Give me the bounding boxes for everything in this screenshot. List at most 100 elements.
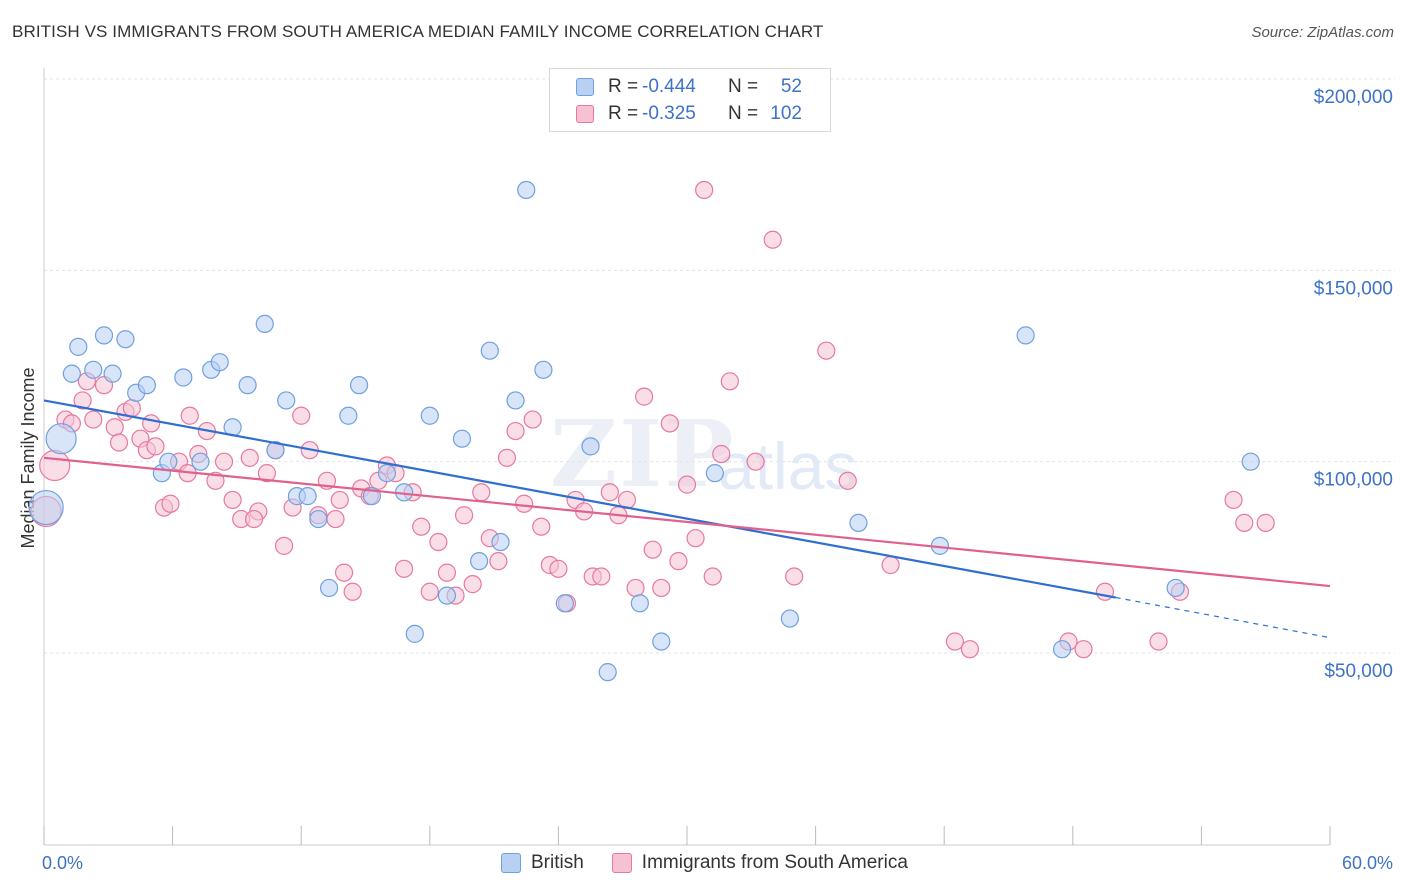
- sa-point-85: [881, 555, 900, 575]
- british-point-45: [705, 464, 724, 483]
- british-point-35: [480, 341, 499, 360]
- british-point-33: [452, 429, 472, 448]
- british-point-41: [581, 437, 600, 456]
- y-tick-label-1: $100,000: [1314, 470, 1393, 491]
- british-point-26: [349, 376, 369, 395]
- sa-point-35: [343, 582, 362, 601]
- sa-point-93: [1224, 490, 1243, 510]
- sa-r-label: R =: [608, 103, 639, 124]
- correlation-legend: R = -0.444 N = 52 R = -0.325 N = 102: [549, 68, 831, 132]
- british-point-1: [45, 423, 77, 455]
- sa-point-34: [334, 563, 354, 582]
- british-point-37: [506, 391, 525, 410]
- sa-point-73: [669, 552, 688, 571]
- x-tick-label-max: 60.0%: [1342, 853, 1393, 873]
- series-legend: British Immigrants from South America: [501, 852, 936, 874]
- british-n-label: N =: [728, 76, 759, 97]
- sa-point-9: [122, 398, 141, 418]
- sa-point-45: [429, 532, 448, 552]
- sa-point-79: [720, 372, 739, 391]
- sa-point-7: [105, 418, 124, 437]
- sa-point-80: [746, 452, 765, 471]
- sa-point-20: [214, 452, 234, 471]
- sa-point-29: [292, 406, 311, 425]
- y-tick-label-2: $150,000: [1314, 278, 1393, 299]
- sa-trend-line: [43, 456, 1331, 588]
- sa-point-23: [240, 448, 259, 467]
- sa-point-97: [109, 433, 129, 452]
- sa-point-19: [206, 471, 225, 490]
- sa-point-64: [592, 567, 611, 586]
- british-point-24: [319, 578, 339, 598]
- y-tick-label-3: $200,000: [1314, 87, 1393, 108]
- sa-legend-swatch: [611, 853, 632, 873]
- source-label: Source: ZipAtlas.com: [1251, 24, 1394, 41]
- x-tick-label-min: 0.0%: [42, 853, 83, 873]
- sa-n-value: 102: [770, 103, 802, 124]
- sa-point-77: [703, 567, 722, 586]
- sa-point-83: [817, 341, 836, 360]
- sa-point-84: [838, 471, 857, 490]
- british-point-39: [534, 360, 553, 379]
- sa-point-87: [960, 640, 980, 659]
- british-point-49: [1016, 326, 1035, 345]
- sa-point-55: [515, 494, 534, 513]
- british-point-18: [255, 314, 274, 334]
- sa-point-48: [454, 506, 474, 525]
- british-point-15: [210, 353, 229, 372]
- sa-point-52: [489, 552, 508, 571]
- british-point-28: [377, 464, 397, 483]
- sa-point-70: [643, 540, 662, 559]
- sa-point-68: [626, 578, 645, 598]
- british-swatch: [576, 78, 594, 96]
- british-point-20: [277, 391, 296, 410]
- sa-legend-label: Immigrants from South America: [641, 852, 908, 873]
- legend-item-british[interactable]: British: [501, 852, 584, 874]
- british-point-51: [1166, 578, 1185, 598]
- legend-item-sa[interactable]: Immigrants from South America: [611, 852, 908, 874]
- sa-point-57: [532, 517, 551, 536]
- sa-r-value: -0.325: [642, 103, 696, 124]
- british-point-31: [420, 406, 439, 425]
- sa-point-78: [712, 444, 731, 464]
- british-point-22: [298, 487, 317, 506]
- sa-point-49: [463, 575, 482, 594]
- british-point-7: [116, 330, 135, 349]
- sa-swatch: [576, 105, 594, 123]
- british-point-5: [94, 326, 114, 345]
- sa-point-50: [472, 483, 491, 502]
- sa-point-54: [506, 421, 525, 441]
- british-point-19: [266, 441, 285, 460]
- sa-point-27: [274, 536, 294, 555]
- sa-point-44: [420, 582, 439, 601]
- sa-point-1: [39, 449, 71, 482]
- sa-point-53: [497, 448, 517, 467]
- british-point-17: [238, 376, 257, 395]
- y-tick-label-0: $50,000: [1324, 661, 1393, 682]
- sa-point-65: [600, 483, 619, 502]
- british-point-47: [849, 513, 868, 532]
- watermark-zip: ZIP: [550, 400, 736, 508]
- sa-point-86: [945, 632, 965, 651]
- british-r-label: R =: [608, 76, 639, 97]
- british-point-11: [159, 452, 178, 471]
- sa-point-89: [1074, 640, 1093, 659]
- sa-point-100: [244, 509, 264, 529]
- sa-point-4: [73, 391, 92, 410]
- sa-point-56: [523, 410, 542, 429]
- british-point-0: [28, 489, 64, 526]
- sa-point-75: [686, 529, 705, 548]
- british-point-30: [405, 624, 424, 643]
- british-trend-extension: [1115, 596, 1331, 639]
- british-legend-swatch: [501, 853, 521, 873]
- british-point-13: [191, 452, 210, 471]
- sa-point-43: [412, 517, 431, 536]
- british-point-43: [630, 594, 649, 613]
- british-point-32: [437, 586, 457, 605]
- british-point-38: [517, 180, 536, 200]
- british-trend-line: [43, 399, 1116, 599]
- british-legend-label: British: [531, 852, 584, 873]
- chart-title: BRITISH VS IMMIGRANTS FROM SOUTH AMERICA…: [12, 22, 824, 41]
- sa-point-99: [180, 406, 199, 425]
